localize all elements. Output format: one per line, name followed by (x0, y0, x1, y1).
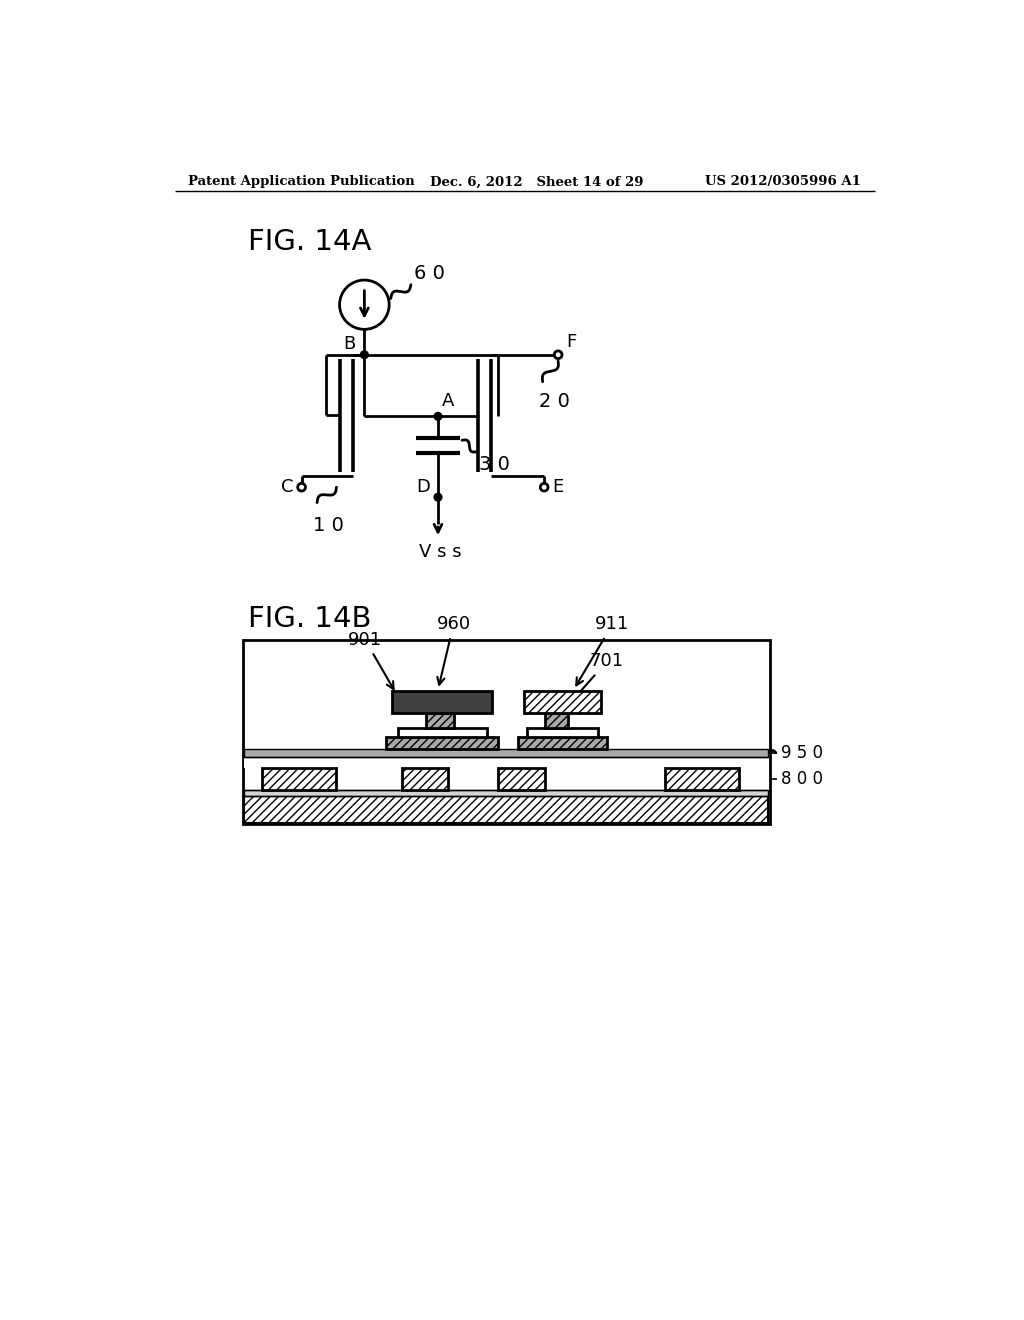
Text: 8 0 0: 8 0 0 (781, 770, 823, 788)
Bar (524, 692, 601, 713)
Bar (401, 768, 449, 789)
Bar (392, 692, 493, 713)
Text: 3 0: 3 0 (479, 455, 510, 474)
Text: FIG. 14A: FIG. 14A (248, 227, 372, 256)
Bar (397, 729, 486, 738)
Text: 901: 901 (348, 631, 393, 689)
Bar (262, 768, 336, 789)
Text: E: E (552, 478, 563, 496)
Text: D: D (417, 478, 430, 496)
Text: 701: 701 (566, 652, 624, 708)
Text: FIG. 14B: FIG. 14B (248, 605, 372, 634)
Bar (426, 713, 455, 729)
Circle shape (434, 413, 442, 420)
Text: V s s: V s s (419, 543, 462, 561)
Bar (386, 738, 499, 748)
Circle shape (298, 483, 305, 491)
Bar (245, 789, 768, 796)
Text: F: F (566, 333, 577, 351)
Text: Dec. 6, 2012   Sheet 14 of 29: Dec. 6, 2012 Sheet 14 of 29 (430, 176, 644, 189)
Text: A: A (442, 392, 455, 411)
Text: US 2012/0305996 A1: US 2012/0305996 A1 (706, 176, 861, 189)
Bar (518, 738, 607, 748)
Text: C: C (282, 478, 294, 496)
Text: 1 0: 1 0 (313, 516, 344, 535)
Bar (245, 796, 768, 822)
Bar (499, 768, 545, 789)
Bar (243, 640, 770, 825)
Bar (545, 713, 568, 729)
Circle shape (554, 351, 562, 359)
Bar (527, 729, 598, 738)
Text: 2 0: 2 0 (539, 392, 569, 411)
Circle shape (434, 494, 442, 502)
Bar (665, 768, 738, 789)
Bar (245, 756, 768, 768)
Circle shape (340, 280, 389, 330)
Circle shape (541, 483, 548, 491)
Text: 9 5 0: 9 5 0 (781, 744, 823, 762)
Text: Patent Application Publication: Patent Application Publication (188, 176, 415, 189)
Text: 911: 911 (577, 615, 630, 685)
Circle shape (360, 351, 369, 359)
Text: 6 0: 6 0 (414, 264, 444, 284)
Text: B: B (343, 335, 355, 354)
Text: 960: 960 (436, 615, 471, 685)
Bar (245, 748, 768, 756)
